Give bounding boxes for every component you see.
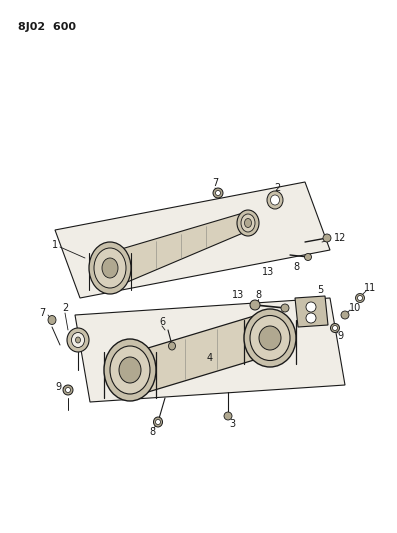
Ellipse shape	[250, 316, 290, 360]
Ellipse shape	[216, 190, 220, 196]
Polygon shape	[75, 298, 345, 402]
Text: 8: 8	[149, 427, 155, 437]
Ellipse shape	[156, 419, 160, 424]
Text: 8: 8	[255, 290, 261, 300]
Text: 6: 6	[159, 317, 165, 327]
Ellipse shape	[110, 346, 150, 394]
Ellipse shape	[355, 294, 364, 303]
Ellipse shape	[250, 300, 260, 310]
Ellipse shape	[75, 337, 81, 343]
Ellipse shape	[323, 234, 331, 242]
Text: 10: 10	[349, 303, 361, 313]
Ellipse shape	[71, 333, 85, 348]
Polygon shape	[148, 316, 254, 392]
Ellipse shape	[168, 342, 175, 350]
Ellipse shape	[66, 387, 71, 392]
Ellipse shape	[341, 311, 349, 319]
Ellipse shape	[306, 302, 316, 312]
Ellipse shape	[119, 357, 141, 383]
Text: 1: 1	[52, 240, 58, 250]
Ellipse shape	[358, 295, 362, 301]
Ellipse shape	[244, 309, 296, 367]
Ellipse shape	[48, 316, 56, 325]
Text: 13: 13	[232, 290, 244, 300]
Text: 5: 5	[317, 285, 323, 295]
Ellipse shape	[270, 195, 279, 205]
Ellipse shape	[267, 191, 283, 209]
Text: 12: 12	[334, 233, 346, 243]
Ellipse shape	[241, 214, 255, 232]
Text: 4: 4	[207, 353, 213, 363]
Text: 3: 3	[229, 419, 235, 429]
Polygon shape	[55, 182, 330, 298]
Text: 9: 9	[337, 331, 343, 341]
Text: 8J02  600: 8J02 600	[18, 22, 76, 32]
Polygon shape	[295, 296, 328, 327]
Ellipse shape	[237, 210, 259, 236]
Ellipse shape	[304, 254, 312, 261]
Ellipse shape	[63, 385, 73, 395]
Ellipse shape	[281, 304, 289, 312]
Text: 7: 7	[212, 178, 218, 188]
Ellipse shape	[330, 324, 339, 333]
Ellipse shape	[102, 258, 118, 278]
Ellipse shape	[67, 328, 89, 352]
Ellipse shape	[245, 219, 252, 228]
Text: 9: 9	[55, 382, 61, 392]
Text: 2: 2	[274, 183, 280, 193]
Text: 13: 13	[262, 267, 274, 277]
Ellipse shape	[224, 412, 232, 420]
Ellipse shape	[333, 326, 337, 330]
Text: 2: 2	[62, 303, 68, 313]
Text: 7: 7	[39, 308, 45, 318]
Ellipse shape	[154, 417, 162, 427]
Ellipse shape	[213, 188, 223, 198]
Ellipse shape	[306, 313, 316, 323]
Ellipse shape	[89, 242, 131, 294]
Text: 11: 11	[364, 283, 376, 293]
Text: 8: 8	[293, 262, 299, 272]
Ellipse shape	[94, 248, 126, 288]
Ellipse shape	[104, 339, 156, 401]
Polygon shape	[118, 213, 243, 286]
Ellipse shape	[259, 326, 281, 350]
